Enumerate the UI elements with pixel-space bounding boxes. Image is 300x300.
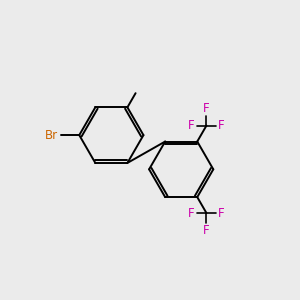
Text: F: F	[218, 207, 225, 220]
Text: F: F	[203, 102, 210, 115]
Text: F: F	[218, 119, 225, 132]
Text: F: F	[188, 119, 195, 132]
Text: Br: Br	[45, 129, 58, 142]
Text: F: F	[203, 224, 210, 237]
Text: F: F	[188, 207, 195, 220]
